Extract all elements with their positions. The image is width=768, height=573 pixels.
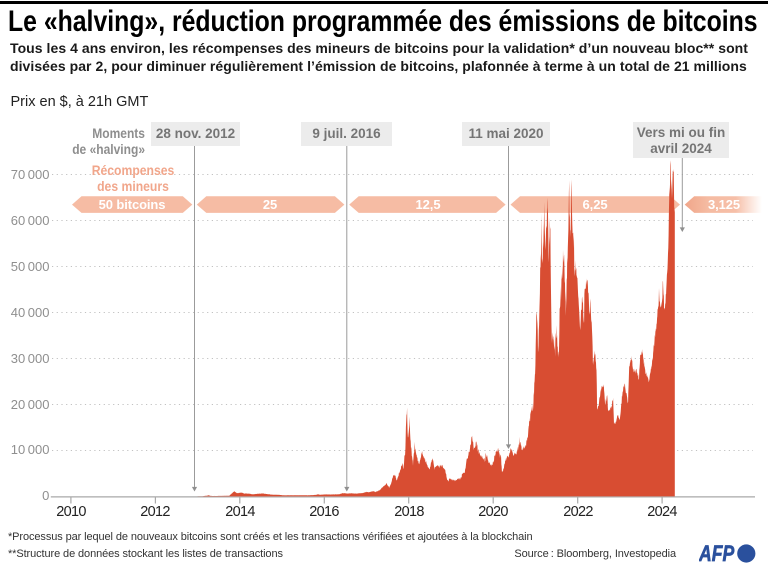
svg-text:AFP: AFP [699, 544, 734, 565]
